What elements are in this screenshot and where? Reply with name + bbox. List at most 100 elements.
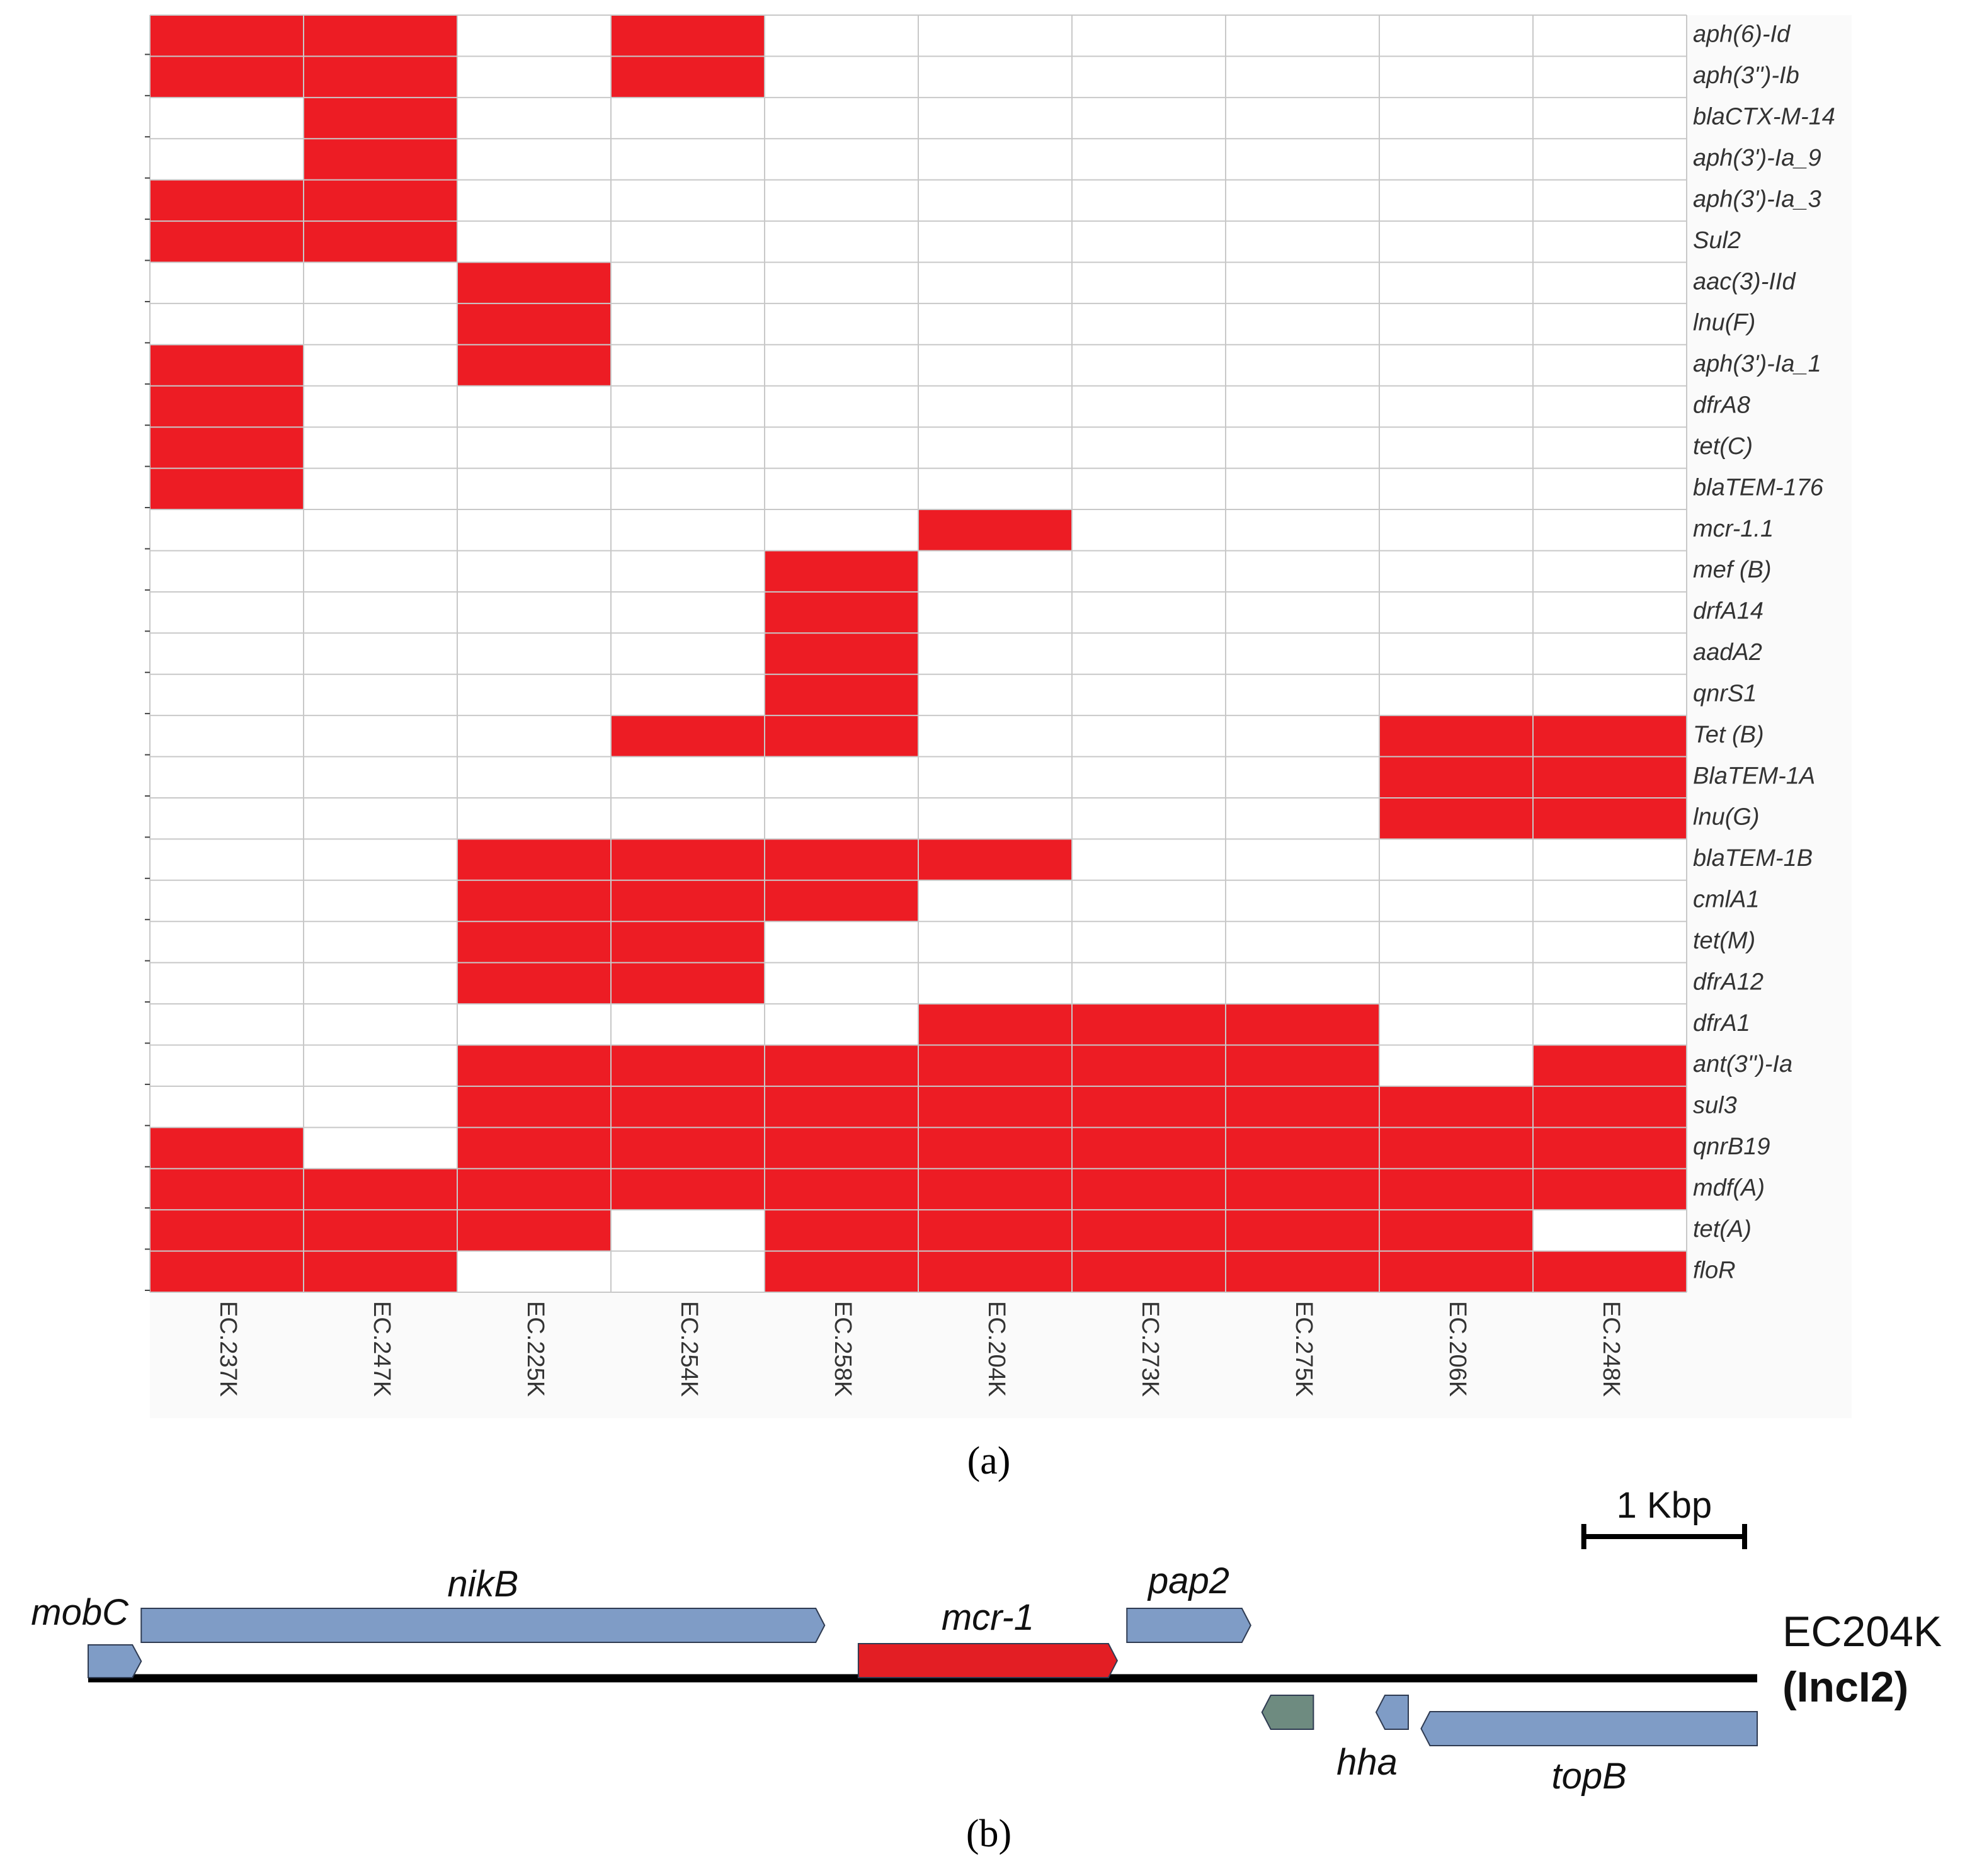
heatmap-cell	[611, 839, 765, 880]
gene-pap2-arrow	[1126, 1608, 1251, 1643]
row-label: mef (B)	[1693, 557, 1772, 583]
heatmap-cell	[1379, 1210, 1533, 1251]
heatmap-cell	[611, 550, 765, 592]
heatmap-cell	[457, 303, 611, 345]
heatmap-cell	[150, 1210, 304, 1251]
heatmap-cell	[1533, 1210, 1687, 1251]
gene-unlabeled-arrow	[1261, 1695, 1314, 1730]
heatmap-cell	[1072, 1045, 1226, 1086]
heatmap-cell	[150, 139, 304, 180]
heatmap-cell	[765, 797, 918, 839]
heatmap-cell	[611, 56, 765, 98]
heatmap-cell	[765, 468, 918, 510]
heatmap-cell	[918, 303, 1072, 345]
heatmap-cell	[457, 674, 611, 716]
heatmap-cell	[457, 509, 611, 551]
heatmap-cell	[1072, 1086, 1226, 1128]
heatmap-cell	[1072, 303, 1226, 345]
heatmap-cell	[765, 880, 918, 922]
heatmap-cell	[304, 591, 457, 634]
heatmap-cell	[457, 839, 611, 880]
heatmap-cell	[918, 550, 1072, 592]
heatmap-cell	[457, 468, 611, 510]
column-label: EC.258K	[829, 1301, 856, 1397]
row-label: qnrS1	[1693, 680, 1757, 707]
heatmap-cell	[457, 139, 611, 180]
heatmap-column-labels: EC.237K EC.247K EC.225K EC.254K EC.258K EC.20…	[215, 1301, 1624, 1397]
heatmap-cell	[765, 97, 918, 139]
heatmap-cell	[150, 1045, 304, 1086]
heatmap-cell	[150, 756, 304, 798]
heatmap-cell	[304, 15, 457, 57]
heatmap-cell	[1379, 221, 1533, 263]
heatmap-cell	[1072, 962, 1226, 1004]
column-label: EC.248K	[1598, 1301, 1624, 1397]
heatmap-cell	[611, 1004, 765, 1045]
heatmap-cell	[765, 591, 918, 634]
heatmap-cell	[1533, 921, 1687, 963]
heatmap-cell	[1072, 56, 1226, 98]
heatmap-cell	[1533, 1004, 1687, 1045]
heatmap-cell	[150, 1127, 304, 1169]
heatmap-cell	[304, 179, 457, 222]
heatmap-cell	[1226, 1086, 1379, 1128]
heatmap-cell	[1072, 756, 1226, 798]
heatmap-cell	[457, 56, 611, 98]
heatmap-cell	[1379, 262, 1533, 304]
heatmap-cell	[1226, 839, 1379, 880]
heatmap-cell	[611, 674, 765, 716]
heatmap-cell	[611, 344, 765, 386]
heatmap-cell	[611, 1210, 765, 1251]
heatmap-cell	[1226, 56, 1379, 98]
row-label: tet(A)	[1693, 1216, 1752, 1242]
heatmap-cell	[1072, 839, 1226, 880]
heatmap-grid	[149, 14, 1687, 1293]
heatmap-cell	[765, 303, 918, 345]
heatmap-cell	[1379, 633, 1533, 674]
heatmap-cell	[150, 1086, 304, 1128]
heatmap-cell	[1226, 633, 1379, 674]
row-label: aph(3')-Ia_3	[1693, 186, 1821, 212]
column-label: EC.273K	[1137, 1301, 1163, 1397]
heatmap-cell	[611, 797, 765, 839]
heatmap-cell	[765, 1210, 918, 1251]
heatmap-cell	[150, 550, 304, 592]
heatmap-cell	[304, 715, 457, 757]
heatmap-cell	[1226, 797, 1379, 839]
row-label: drfA14	[1693, 598, 1763, 625]
heatmap-cell	[1226, 591, 1379, 634]
heatmap-cell	[304, 509, 457, 551]
heatmap-cell	[304, 468, 457, 510]
row-label: lnu(G)	[1693, 804, 1760, 831]
heatmap-cell	[1379, 468, 1533, 510]
heatmap-cell	[150, 509, 304, 551]
heatmap-cell	[1072, 1168, 1226, 1210]
heatmap-cell	[1533, 591, 1687, 634]
heatmap-cell	[1072, 550, 1226, 592]
heatmap-cell	[457, 344, 611, 386]
heatmap-cell	[765, 1086, 918, 1128]
heatmap-cell	[304, 1045, 457, 1086]
heatmap-cell	[457, 262, 611, 304]
heatmap-cell	[1533, 715, 1687, 757]
row-label: floR	[1693, 1257, 1736, 1283]
heatmap-cell	[1533, 179, 1687, 222]
heatmap-cell	[1379, 1127, 1533, 1169]
gene-topb-arrow	[1420, 1711, 1758, 1746]
heatmap-cell	[457, 1086, 611, 1128]
heatmap-cell	[1379, 839, 1533, 880]
heatmap-cell	[765, 1251, 918, 1292]
heatmap-cell	[1533, 56, 1687, 98]
heatmap-cell	[765, 921, 918, 963]
heatmap-cell	[1226, 97, 1379, 139]
heatmap-cell	[918, 1004, 1072, 1045]
scale-bar-label: 1 Kbp	[1617, 1485, 1712, 1526]
plasmid-name: EC204K	[1782, 1608, 1942, 1656]
heatmap-cell	[1533, 427, 1687, 469]
heatmap-cell	[611, 1251, 765, 1292]
heatmap-cell	[457, 385, 611, 428]
heatmap-cell	[1533, 97, 1687, 139]
heatmap-cell	[1072, 1127, 1226, 1169]
heatmap-cell	[611, 591, 765, 634]
heatmap-cell	[1379, 1086, 1533, 1128]
